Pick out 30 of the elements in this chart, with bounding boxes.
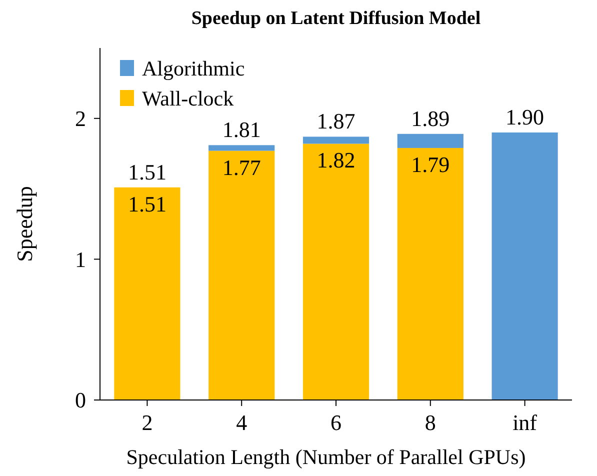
bar [302,136,370,144]
bar [397,134,464,148]
bar [208,150,275,400]
x-tick-label: 4 [236,410,248,435]
total-label: 1.87 [316,108,356,134]
bar [208,145,275,151]
bar [492,132,558,400]
chart-title: Speedup on Latent Diffusion Model [191,8,481,29]
total-label: 1.89 [411,106,450,131]
total-label: 1.90 [506,104,544,130]
y-tick-label: 2 [75,106,86,132]
legend-label: Wall-clock [142,86,234,110]
legend-label: Algorithmic [142,56,245,80]
y-tick-label: 0 [75,388,86,413]
data-label: 1.51 [128,191,166,216]
x-tick-label: inf [512,410,538,435]
bar [114,187,180,400]
x-tick-label: 6 [330,410,342,435]
bar [397,148,464,400]
bar [302,144,370,400]
data-label: 1.79 [411,152,450,177]
x-tick-label: 2 [142,410,153,435]
y-axis-title: Speedup [12,186,37,262]
x-axis-title: Speculation Length (Number of Parallel GPUs) [126,445,526,469]
total-label: 1.51 [128,159,166,184]
data-label: 1.77 [222,154,261,180]
data-label: 1.82 [316,148,356,173]
y-tick-label: 1 [75,246,86,272]
x-tick-label: 8 [424,410,436,435]
total-label: 1.81 [222,117,261,142]
